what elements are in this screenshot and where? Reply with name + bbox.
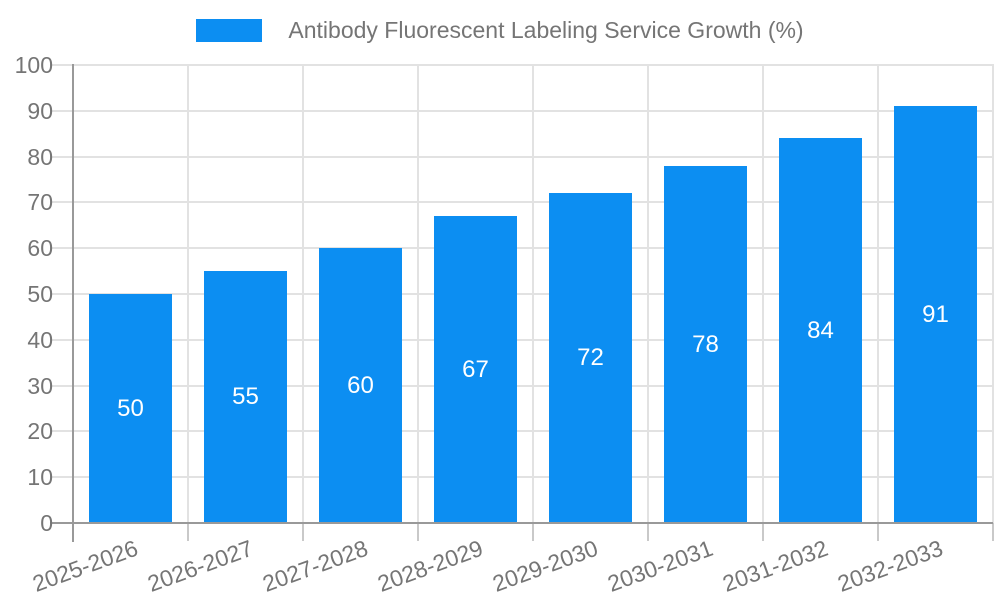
bar-value-label: 50 [117, 394, 144, 422]
bar: 67 [434, 216, 517, 523]
gridline-h [50, 64, 993, 66]
gridline-v [187, 64, 189, 524]
bar-value-label: 60 [347, 371, 374, 399]
x-tick-label: 2031-2032 [718, 534, 831, 597]
x-axis-line [50, 522, 993, 524]
gridline-h [50, 247, 993, 250]
x-axis-tick [187, 523, 189, 541]
x-tick-label: 2030-2031 [603, 534, 716, 597]
bar: 91 [894, 106, 977, 523]
x-tick-label: 2032-2033 [833, 534, 946, 597]
gridline-h [50, 201, 993, 204]
x-tick-label: 2028-2029 [373, 534, 486, 597]
legend-label: Antibody Fluorescent Labeling Service Gr… [288, 17, 804, 43]
x-axis-tick [762, 523, 764, 541]
bar: 84 [779, 138, 862, 523]
y-tick-label: 70 [27, 189, 53, 216]
y-tick-label: 0 [40, 510, 53, 536]
bar-value-label: 84 [807, 316, 834, 344]
y-tick-label: 30 [27, 372, 53, 399]
y-tick-label: 10 [27, 464, 53, 491]
y-tick-label: 50 [27, 281, 53, 307]
x-axis-tick [992, 523, 994, 541]
x-tick-label: 2029-2030 [488, 534, 601, 597]
gridline-v [417, 64, 419, 524]
bar-value-label: 91 [922, 300, 949, 328]
y-tick-label: 80 [27, 143, 53, 170]
gridline-h [50, 430, 993, 433]
bar: 72 [549, 193, 632, 523]
bar: 55 [204, 271, 287, 523]
gridline-h [50, 384, 993, 387]
legend[interactable]: Antibody Fluorescent Labeling Service Gr… [0, 17, 1000, 44]
x-axis-tick [647, 523, 649, 541]
gridline-h [50, 155, 993, 158]
bar-value-label: 67 [462, 355, 489, 383]
y-tick-label: 20 [27, 418, 53, 445]
legend-swatch [196, 19, 263, 42]
y-tick-label: 90 [27, 97, 53, 124]
gridline-h [50, 293, 993, 295]
gridline-v [877, 64, 879, 524]
y-axis-line [72, 64, 74, 542]
x-axis-tick [877, 523, 879, 541]
x-axis-tick [417, 523, 419, 541]
gridline-v [992, 64, 994, 524]
x-axis-tick [302, 523, 304, 541]
x-axis-tick [532, 523, 534, 541]
gridline-v [302, 64, 304, 524]
bar-value-label: 72 [577, 344, 604, 371]
bar: 78 [664, 166, 747, 523]
y-tick-label: 60 [27, 235, 53, 262]
bar-value-label: 78 [692, 330, 719, 358]
bar: 50 [89, 294, 172, 523]
gridline-v [647, 64, 649, 524]
bar-value-label: 55 [232, 383, 259, 410]
gridline-h [50, 476, 993, 479]
bar: 60 [319, 248, 402, 523]
y-tick-label: 40 [27, 326, 53, 353]
gridline-v [532, 64, 534, 524]
gridline-v [762, 64, 764, 524]
gridline-h [50, 338, 993, 341]
gridline-h [50, 109, 993, 112]
x-tick-label: 2026-2027 [143, 534, 256, 597]
y-tick-label: 100 [14, 52, 53, 78]
x-tick-label: 2027-2028 [258, 534, 371, 597]
x-tick-label: 2025-2026 [28, 534, 141, 597]
